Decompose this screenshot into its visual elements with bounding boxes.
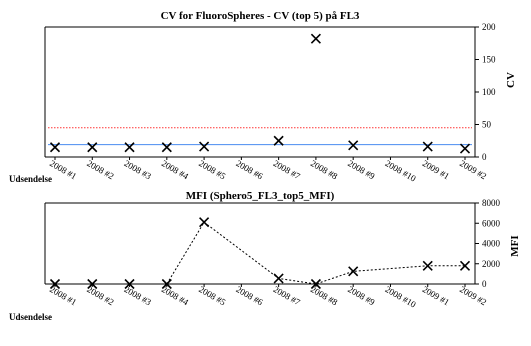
marker-stroke <box>459 143 471 154</box>
marker-stroke <box>199 217 210 228</box>
data-point-marker <box>273 273 284 284</box>
data-point-marker <box>348 140 359 151</box>
data-point-marker <box>199 141 210 152</box>
data-point-marker <box>199 217 210 228</box>
marker-stroke <box>422 141 433 152</box>
data-point-marker <box>459 143 471 154</box>
x-tick-label: 2008 #1 <box>48 158 78 181</box>
chart-panel-1: CV for FluoroSpheres - CV (top 5) på FL3… <box>9 10 517 184</box>
x-tick-label: 2008 #5 <box>197 158 228 182</box>
data-point-marker <box>124 142 135 153</box>
data-point-marker <box>161 278 172 290</box>
y-axis-label: CV <box>505 72 517 88</box>
x-tick-label: 2008 #9 <box>346 284 377 308</box>
data-point-marker <box>87 142 98 153</box>
x-tick-label: 2008 #5 <box>197 284 228 308</box>
marker-stroke <box>161 142 172 153</box>
x-tick-label: 2008 #3 <box>123 284 154 308</box>
marker-stroke <box>124 142 135 153</box>
data-point-marker <box>422 141 433 152</box>
data-point-marker <box>422 260 433 271</box>
x-tick-label: 2008 #2 <box>85 158 115 181</box>
marker-stroke <box>87 142 98 153</box>
x-tick-label: 2008 #6 <box>234 284 265 308</box>
x-tick-label: 2008 #9 <box>346 158 377 182</box>
marker-stroke <box>49 278 61 290</box>
y-tick-label: 0 <box>482 279 487 289</box>
marker-stroke <box>87 278 98 290</box>
x-tick-label: 2008 #7 <box>272 284 303 308</box>
data-point-marker <box>273 135 284 146</box>
x-tick-label: 2008 #10 <box>383 158 418 184</box>
marker-stroke <box>422 260 433 271</box>
marker-stroke <box>459 260 471 271</box>
x-axis-label: Udsendelse <box>9 312 52 322</box>
y-tick-label: 50 <box>482 120 492 130</box>
marker-stroke <box>348 140 359 151</box>
y-tick-label: 0 <box>482 152 487 162</box>
x-axis-label: Udsendelse <box>9 174 52 184</box>
chart-title: CV for FluoroSpheres - CV (top 5) på FL3 <box>161 10 360 22</box>
y-tick-label: 2000 <box>482 259 501 269</box>
marker-stroke <box>161 278 172 290</box>
chart-title: MFI (Sphero5_FL3_top5_MFI) <box>186 190 335 202</box>
marker-stroke <box>348 266 359 277</box>
data-point-marker <box>49 142 61 153</box>
x-tick-label: 2008 #7 <box>272 158 303 182</box>
x-tick-label: 2008 #3 <box>123 158 154 182</box>
data-point-marker <box>310 33 321 44</box>
y-tick-label: 4000 <box>482 239 501 249</box>
data-point-marker <box>310 278 321 290</box>
marker-stroke <box>310 33 321 44</box>
y-tick-label: 100 <box>482 87 496 97</box>
data-point-marker <box>459 260 471 271</box>
y-tick-label: 8000 <box>482 198 501 208</box>
marker-stroke <box>124 278 135 290</box>
x-tick-label: 2009 #1 <box>421 284 451 307</box>
marker-stroke <box>49 142 61 153</box>
data-point-marker <box>124 278 135 290</box>
y-tick-label: 150 <box>482 55 496 65</box>
marker-stroke <box>273 273 284 284</box>
x-tick-label: 2008 #10 <box>383 284 418 310</box>
y-tick-label: 6000 <box>482 218 501 228</box>
data-point-marker <box>348 266 359 277</box>
x-tick-label: 2008 #4 <box>160 284 191 308</box>
x-tick-label: 2008 #6 <box>234 158 265 182</box>
data-point-marker <box>87 278 98 290</box>
y-tick-label: 200 <box>482 22 496 32</box>
x-tick-label: 2008 #8 <box>309 284 340 308</box>
x-tick-label: 2009 #1 <box>421 158 451 181</box>
marker-stroke <box>199 141 210 152</box>
x-tick-label: 2008 #8 <box>309 158 340 182</box>
marker-stroke <box>273 135 284 146</box>
x-tick-label: 2008 #4 <box>160 158 191 182</box>
chart-panel-2: MFI (Sphero5_FL3_top5_MFI) 0 2000 4000 6000 8… <box>9 190 521 322</box>
data-point-marker <box>161 142 172 153</box>
marker-stroke <box>310 278 321 290</box>
y-axis-label: MFI <box>509 235 521 256</box>
series-line <box>55 221 465 285</box>
data-point-marker <box>49 278 61 290</box>
